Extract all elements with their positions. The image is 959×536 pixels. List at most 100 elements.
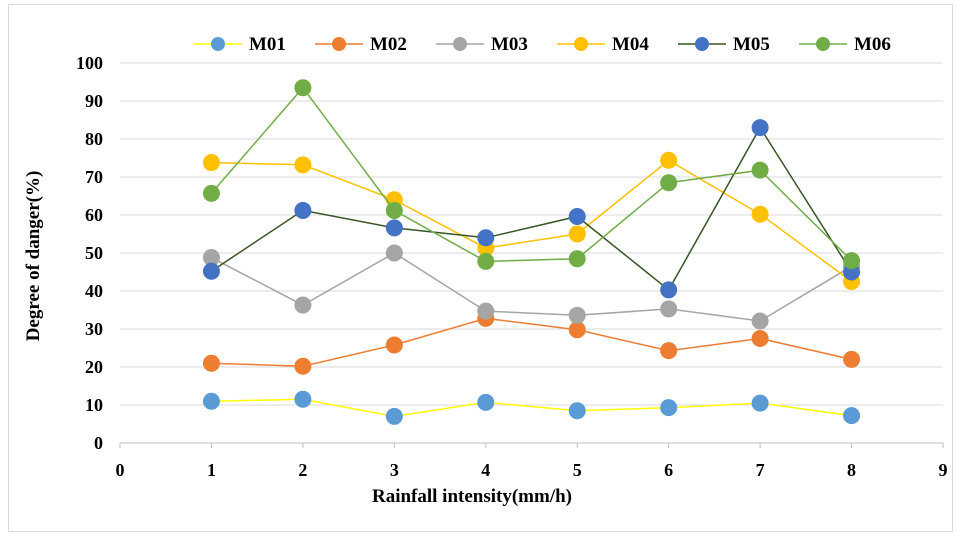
axes: 0 10 20 30 40 50 60 70 80 90 100 0 1 2 3 4 5 6 7 8 9	[76, 53, 948, 480]
series-group	[202, 79, 861, 425]
y-tick-label-40: 40	[85, 281, 103, 301]
data-point-M06-4	[477, 252, 495, 270]
legend-item-M05: M05	[678, 34, 770, 55]
data-point-M05-3	[385, 219, 403, 237]
data-point-M01-1	[202, 392, 220, 410]
series-M06	[202, 79, 861, 270]
data-point-M05-4	[477, 229, 495, 247]
y-tick-label-30: 30	[85, 319, 103, 339]
legend-label-M03: M03	[491, 34, 528, 55]
y-tick-label-80: 80	[85, 129, 103, 149]
legend-label-M01: M01	[249, 34, 286, 55]
data-point-M05-7	[751, 119, 769, 137]
series-M02	[202, 309, 861, 375]
series-M03	[202, 244, 861, 330]
data-point-M06-2	[294, 79, 312, 97]
data-point-M04-1	[202, 154, 220, 172]
legend-marker-M03	[453, 37, 467, 51]
data-point-M04-6	[660, 151, 678, 169]
gridlines	[120, 62, 943, 406]
data-point-M02-3	[385, 336, 403, 354]
data-point-M06-3	[385, 201, 403, 219]
series-line-M06	[210, 86, 853, 263]
y-tick-label-70: 70	[85, 167, 103, 187]
legend-label-M04: M04	[612, 34, 649, 55]
x-tick-label-9: 9	[939, 460, 948, 480]
data-point-M06-7	[751, 161, 769, 179]
x-tick-label-4: 4	[481, 460, 490, 480]
y-tick-label-10: 10	[85, 395, 103, 415]
data-point-M05-5	[568, 208, 586, 226]
y-axis-label: Degree of danger(%)	[23, 171, 44, 342]
x-tick-label-0: 0	[116, 460, 125, 480]
x-tick-label-2: 2	[298, 460, 307, 480]
legend-item-M04: M04	[557, 34, 649, 55]
x-tick-label-6: 6	[664, 460, 673, 480]
data-point-M01-3	[385, 407, 403, 425]
legend-marker-M02	[332, 37, 346, 51]
data-point-M05-2	[294, 201, 312, 219]
x-tick-label-1: 1	[207, 460, 216, 480]
series-M05	[202, 119, 861, 299]
y-tick-label-0: 0	[94, 433, 103, 453]
y-tick-label-60: 60	[85, 205, 103, 225]
data-point-M06-1	[202, 184, 220, 202]
data-point-M03-4	[477, 302, 495, 320]
legend-item-M01: M01	[194, 34, 286, 55]
data-point-M05-1	[202, 262, 220, 280]
x-tick-label-8: 8	[847, 460, 856, 480]
data-point-M02-6	[660, 342, 678, 360]
data-point-M03-7	[751, 312, 769, 330]
data-point-M01-8	[843, 407, 861, 425]
data-point-M01-7	[751, 394, 769, 412]
data-point-M06-8	[843, 252, 861, 270]
y-tick-label-90: 90	[85, 91, 103, 111]
series-line-M01	[211, 398, 852, 418]
series-line-M05	[210, 126, 853, 292]
data-point-M02-5	[568, 321, 586, 339]
legend-item-M03: M03	[436, 34, 528, 55]
x-tick-label-5: 5	[573, 460, 582, 480]
data-point-M01-2	[294, 390, 312, 408]
data-point-M02-2	[294, 357, 312, 375]
data-point-M03-5	[568, 306, 586, 324]
legend-marker-M04	[574, 37, 588, 51]
data-point-M05-6	[660, 281, 678, 299]
data-point-M02-8	[843, 350, 861, 368]
data-point-M03-2	[294, 296, 312, 314]
y-tick-label-20: 20	[85, 357, 103, 377]
data-point-M04-5	[568, 225, 586, 243]
y-tick-label-50: 50	[85, 243, 103, 263]
legend-item-M06: M06	[799, 34, 891, 55]
series-M01	[202, 390, 861, 425]
legend-label-M02: M02	[370, 34, 407, 55]
chart-frame: 0 10 20 30 40 50 60 70 80 90 100 0 1 2 3 4 5 6 7 8 9 M01 M02 M…	[8, 4, 953, 532]
data-point-M02-1	[202, 354, 220, 372]
legend-item-M02: M02	[315, 34, 407, 55]
x-tick-label-7: 7	[756, 460, 765, 480]
data-point-M06-6	[660, 174, 678, 192]
series-line-M02	[211, 317, 852, 367]
data-point-M03-6	[660, 300, 678, 318]
data-point-M04-2	[294, 156, 312, 174]
legend-marker-M06	[816, 37, 830, 51]
legend: M01 M02 M03 M04 M05 M06	[194, 34, 891, 55]
data-point-M03-3	[385, 244, 403, 262]
data-point-M01-5	[568, 402, 586, 420]
data-point-M06-5	[568, 250, 586, 268]
x-tick-label-3: 3	[390, 460, 399, 480]
x-axis-label: Rainfall intensity(mm/h)	[372, 486, 572, 507]
series-M04	[202, 151, 861, 290]
series-line-M03	[211, 252, 852, 322]
legend-marker-M01	[211, 37, 225, 51]
data-point-M01-4	[477, 393, 495, 411]
data-point-M01-6	[660, 399, 678, 417]
legend-label-M05: M05	[733, 34, 770, 55]
data-point-M04-7	[751, 205, 769, 223]
legend-marker-M05	[695, 37, 709, 51]
legend-label-M06: M06	[854, 34, 891, 55]
series-line-M04	[211, 159, 853, 283]
y-tick-label-100: 100	[76, 53, 103, 73]
data-point-M02-7	[751, 330, 769, 347]
